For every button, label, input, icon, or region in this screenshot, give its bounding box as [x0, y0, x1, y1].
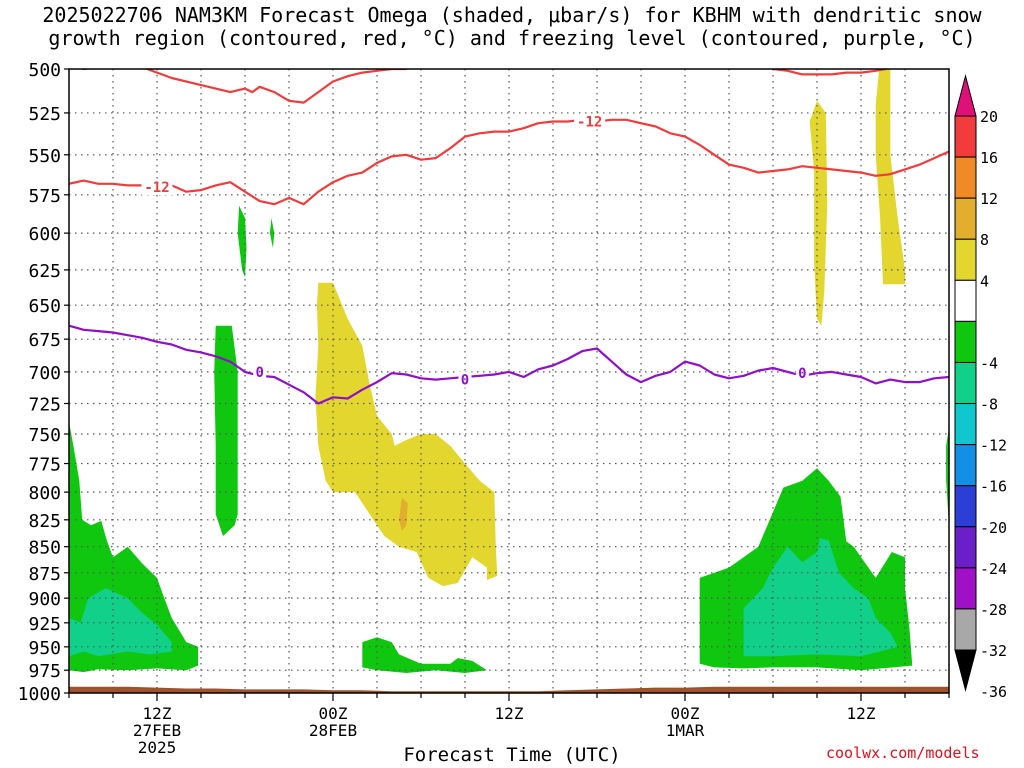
colorbar: 20 16 12 8 4 -4 -8 -12 -16 -20 -24 -28 -32 -36 — [954, 74, 1007, 701]
colorbar-bin-5 — [954, 320, 977, 363]
grid-layer — [69, 69, 949, 693]
contour-label-3: 0 — [461, 373, 469, 389]
y-tick-label-500: 500 — [28, 60, 61, 81]
y-tick-label-850: 850 — [28, 538, 61, 559]
x-tick-label-42-1: 1MAR — [666, 721, 705, 740]
colorbar-label-2: 12 — [980, 190, 998, 208]
contour-dgz_upper_left — [81, 69, 407, 104]
omega-region-4 — [269, 218, 275, 248]
contour-label-bg-1 — [574, 113, 606, 130]
colorbar-label-1: 16 — [980, 149, 998, 167]
y-tick-label-675: 675 — [28, 330, 61, 351]
x-tick-label-6-0: 12Z — [143, 704, 172, 723]
omega-region-7 — [743, 538, 898, 657]
y-tick-label-975: 975 — [28, 661, 61, 682]
x-tick-label-54-0: 12Z — [847, 704, 876, 723]
colorbar-bin-1 — [954, 156, 977, 199]
y-tick-label-800: 800 — [28, 483, 61, 504]
colorbar-bin-7 — [954, 403, 977, 446]
colorbar-max-arrow — [954, 74, 977, 117]
colorbar-label-3: 8 — [980, 231, 989, 249]
colorbar-label-0: 20 — [980, 108, 998, 126]
omega-region-1 — [69, 588, 172, 657]
contour-label-bg-3 — [458, 371, 472, 388]
y-tick-label-950: 950 — [28, 638, 61, 659]
x-tick-label-18-1: 28FEB — [309, 721, 357, 740]
y-tick-label-750: 750 — [28, 425, 61, 446]
contour-label-4: 0 — [798, 366, 806, 382]
y-tick-label-725: 725 — [28, 394, 61, 415]
y-tick-label-575: 575 — [28, 186, 61, 207]
y-tick-label-650: 650 — [28, 296, 61, 317]
colorbar-label-9: -20 — [980, 519, 1007, 537]
colorbar-min-arrow — [954, 649, 977, 692]
chart-title-line-1: 2025022706 NAM3KM Forecast Omega (shaded… — [42, 3, 982, 27]
omega-region-11 — [809, 100, 828, 326]
colorbar-bin-6 — [954, 361, 977, 405]
colorbar-label-12: -32 — [980, 642, 1007, 660]
chart-title: 2025022706 NAM3KM Forecast Omega (shaded… — [0, 4, 1024, 50]
colorbar-label-13: -36 — [980, 683, 1007, 701]
y-axis: 500 525 550 575 600 625 650 675 700 725 750 775 800 8… — [18, 60, 69, 705]
contour-freezing_level — [69, 324, 949, 405]
colorbar-label-7: -12 — [980, 437, 1007, 455]
colorbar-bin-9 — [954, 485, 977, 528]
colorbar-bin-0 — [954, 115, 977, 158]
colorbar-label-5: -4 — [980, 354, 998, 372]
contour-label-1: -12 — [577, 114, 602, 130]
contour-dgz_upper — [406, 69, 409, 70]
contour-label-bg-2 — [253, 363, 267, 380]
omega-region-3 — [237, 205, 247, 278]
contour-label-0: -12 — [144, 180, 169, 196]
chart-title-line-2: growth region (contoured, red, °C) and f… — [48, 26, 976, 50]
y-tick-label-550: 550 — [28, 146, 61, 167]
colorbar-bin-12 — [954, 608, 977, 651]
x-tick-label-6-2: 2025 — [138, 738, 177, 757]
y-tick-label-775: 775 — [28, 455, 61, 476]
colorbar-label-4: 4 — [980, 272, 989, 290]
colorbar-label-10: -24 — [980, 560, 1007, 578]
y-tick-label-525: 525 — [28, 104, 61, 125]
colorbar-bin-10 — [954, 526, 977, 569]
y-tick-label-1000: 1000 — [18, 684, 61, 705]
colorbar-bin-8 — [954, 444, 977, 487]
contour-dgz_lower — [69, 118, 949, 206]
colorbar-bin-4 — [954, 279, 977, 322]
contour-labels-layer: -12 -12 0 0 0 — [141, 113, 809, 389]
colorbar-bin-2 — [954, 197, 977, 240]
omega-region-2 — [214, 325, 238, 536]
colorbar-bin-3 — [954, 238, 977, 281]
omega-shading-layer — [69, 69, 949, 673]
y-tick-label-925: 925 — [28, 614, 61, 635]
colorbar-label-6: -8 — [980, 396, 998, 414]
x-tick-label-30-0: 12Z — [495, 704, 524, 723]
credit-text: coolwx.com/models — [826, 744, 980, 762]
x-axis-title: Forecast Time (UTC) — [403, 744, 621, 766]
colorbar-bin-11 — [954, 567, 977, 610]
contour-label-bg-4 — [795, 365, 809, 382]
contour-dgz_upper_right — [771, 69, 888, 76]
omega-region-9 — [315, 282, 498, 587]
colorbar-label-8: -16 — [980, 478, 1007, 496]
y-tick-label-600: 600 — [28, 224, 61, 245]
omega-region-12 — [875, 69, 905, 285]
y-tick-label-875: 875 — [28, 564, 61, 585]
y-tick-label-825: 825 — [28, 511, 61, 532]
x-tick-label-6-1: 27FEB — [133, 721, 181, 740]
colorbar-label-11: -28 — [980, 601, 1007, 619]
x-tick-label-42-0: 00Z — [671, 704, 700, 723]
omega-region-5 — [362, 637, 487, 673]
x-tick-label-18-0: 00Z — [319, 704, 348, 723]
y-tick-label-900: 900 — [28, 589, 61, 610]
y-tick-label-700: 700 — [28, 363, 61, 384]
omega-region-10 — [399, 497, 408, 531]
contour-label-2: 0 — [255, 365, 263, 381]
contour-label-bg-0 — [141, 178, 173, 195]
y-tick-label-625: 625 — [28, 261, 61, 282]
